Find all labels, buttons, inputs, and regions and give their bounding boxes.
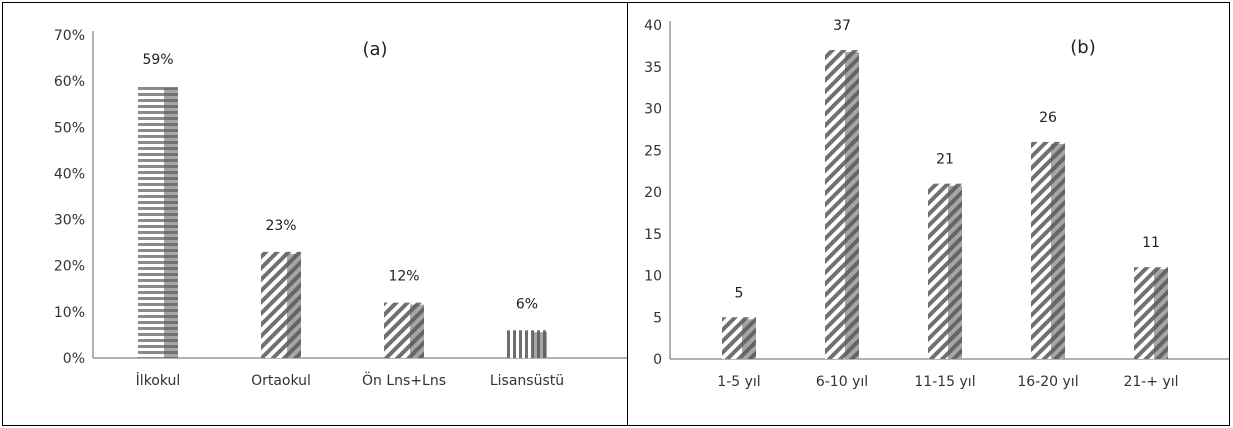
y-tick-label: 40 [644,18,662,34]
category-label: 21-+ yıl [1123,374,1178,390]
chart-a-svg: 0% 10% 20% 30% 40% 50% 60% 70% 59% İlkokul 23% Orta… [54,28,628,389]
y-tick-label: 15 [644,227,662,243]
chart-panel-a: 0% 10% 20% 30% 40% 50% 60% 70% 59% İlkokul 23% Orta… [2,2,629,426]
y-tick-label: 25 [644,143,662,159]
y-tick-label: 60% [54,74,85,90]
category-label: 1-5 yıl [717,374,760,390]
bar-shade [948,185,962,359]
data-label: 59% [142,52,173,68]
bar-shade [1051,143,1065,359]
data-label: 21 [936,152,954,168]
data-label: 11 [1142,235,1160,251]
y-tick-label: 50% [54,120,85,136]
y-tick-label: 35 [644,60,662,76]
data-label: 26 [1039,110,1057,126]
bar-shade [533,332,547,358]
y-tick-label: 30% [54,213,85,229]
y-tick-label: 20% [54,259,85,275]
y-tick-label: 70% [54,28,85,44]
chart-b-svg: 0 5 10 15 20 25 30 35 40 5 1-5 yıl 37 6-10 yıl 21 11-1… [644,18,1229,390]
bar-shade [164,87,178,358]
category-label: Lisansüstü [490,373,564,389]
bar-shade [287,253,301,358]
panel-label: (a) [362,39,387,60]
y-tick-label: 30 [644,102,662,118]
category-label: Ortaokul [251,373,311,389]
category-label: İlkokul [136,371,181,389]
data-label: 5 [735,285,744,301]
category-label: Ön Lns+Lns [362,371,446,389]
category-label: 6-10 yıl [816,374,868,390]
category-label: 11-15 yıl [914,374,975,390]
y-tick-label: 5 [653,310,662,326]
category-label: 16-20 yıl [1017,374,1078,390]
y-tick-label: 40% [54,166,85,182]
y-tick-label: 0 [653,352,662,368]
data-label: 6% [516,296,538,312]
y-tick-label: 20 [644,185,662,201]
y-tick-label: 0% [63,351,85,367]
chart-panel-b: 0 5 10 15 20 25 30 35 40 5 1-5 yıl 37 6-10 yıl 21 11-1… [627,2,1230,426]
panel-label: (b) [1070,37,1095,58]
bar-shade [410,304,424,358]
y-tick-label: 10% [54,305,85,321]
bar-shade [742,319,756,359]
data-label: 37 [833,18,851,34]
bar-shade [845,52,859,360]
y-tick-label: 10 [644,269,662,285]
data-label: 23% [265,218,296,234]
bar-shade [1154,269,1168,359]
data-label: 12% [388,269,419,285]
